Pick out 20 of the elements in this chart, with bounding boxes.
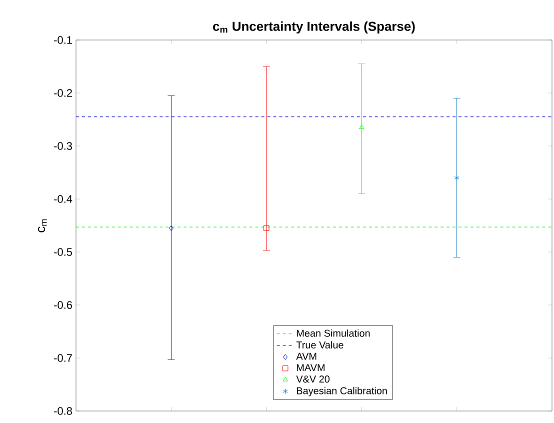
legend-label: V&V 20	[296, 376, 330, 383]
y-tick-label: -0.6	[54, 301, 72, 309]
point	[264, 225, 270, 231]
point	[359, 124, 364, 129]
point	[454, 174, 460, 181]
legend-label: Mean Simulation	[296, 329, 370, 337]
point	[169, 225, 174, 231]
chart-title: c$_{m}$ Uncertainty Intervals (Sparse)	[213, 21, 415, 34]
legend-label: AVM	[296, 352, 316, 360]
legend-label: Bayesian Calibration	[296, 386, 387, 396]
y-axis-title: c$_{m}$	[38, 219, 47, 232]
y-tick-label: -0.2	[54, 89, 72, 97]
y-tick-label: -0.5	[54, 248, 72, 256]
legend-label: True Value	[296, 341, 344, 348]
y-tick-label: -0.1	[54, 36, 72, 44]
y-tick-label: -0.4	[54, 195, 72, 203]
legend-label: MAVM	[296, 364, 324, 372]
y-tick-label: -0.3	[54, 142, 72, 150]
y-tick-label: -0.7	[54, 354, 72, 362]
y-tick-label: -0.8	[54, 407, 72, 415]
